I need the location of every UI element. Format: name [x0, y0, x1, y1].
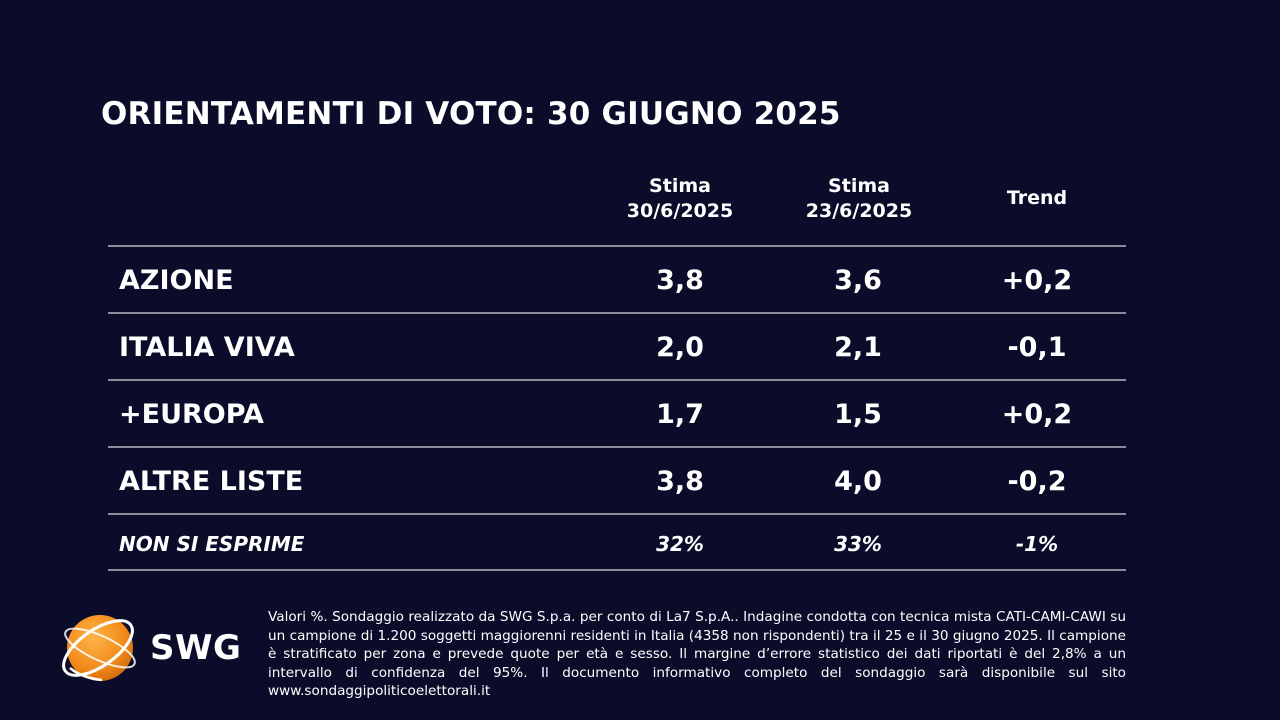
swg-globe-logo-icon — [62, 615, 136, 682]
cell-trend: -0,2 — [1007, 466, 1067, 497]
column-header-stima-30-6: Stima 30/6/2025 — [595, 174, 765, 224]
column-header-trend: Trend — [952, 186, 1122, 211]
table-separator — [108, 379, 1126, 381]
cell-value: 2,1 — [834, 332, 882, 363]
column-header-line2: 30/6/2025 — [626, 200, 734, 222]
cell-trend: -0,1 — [1007, 332, 1067, 363]
row-label-europa: +EUROPA — [119, 399, 264, 430]
row-label-azione: AZIONE — [119, 265, 234, 296]
table-separator — [108, 312, 1126, 314]
cell-value: 4,0 — [834, 466, 882, 497]
column-header-line1: Stima — [649, 175, 711, 197]
table-separator — [108, 245, 1126, 247]
swg-logo-text: SWG — [150, 628, 242, 668]
cell-value: 2,0 — [656, 332, 704, 363]
cell-value: 1,5 — [834, 399, 882, 430]
cell-value: 33% — [834, 532, 882, 556]
table-separator — [108, 569, 1126, 571]
row-label-altre-liste: ALTRE LISTE — [119, 466, 304, 497]
cell-trend: -1% — [1015, 532, 1059, 556]
cell-value: 32% — [656, 532, 704, 556]
column-header-stima-23-6: Stima 23/6/2025 — [774, 174, 944, 224]
page-title: ORIENTAMENTI DI VOTO: 30 GIUGNO 2025 — [101, 96, 841, 132]
cell-value: 3,6 — [834, 265, 882, 296]
cell-value: 3,8 — [656, 265, 704, 296]
column-header-line1: Stima — [828, 175, 890, 197]
cell-trend: +0,2 — [1001, 265, 1073, 296]
cell-trend: +0,2 — [1001, 399, 1073, 430]
row-label-non-si-esprime: NON SI ESPRIME — [119, 532, 305, 556]
cell-value: 1,7 — [656, 399, 704, 430]
methodology-footnote: Valori %. Sondaggio realizzato da SWG S.… — [268, 609, 1126, 700]
column-header-line2: 23/6/2025 — [805, 200, 913, 222]
column-header-line1: Trend — [1006, 187, 1068, 209]
table-separator — [108, 513, 1126, 515]
cell-value: 3,8 — [656, 466, 704, 497]
row-label-italia-viva: ITALIA VIVA — [119, 332, 295, 363]
table-separator — [108, 446, 1126, 448]
